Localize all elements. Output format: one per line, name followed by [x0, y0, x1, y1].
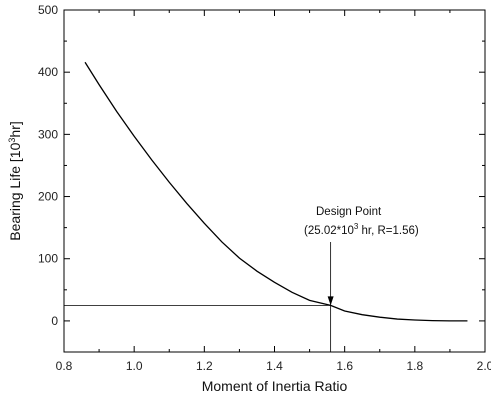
x-axis: 0.8 1.0 1.2 1.4 1.6 1.8 2.0	[56, 10, 491, 373]
x-tick-label: 1.8	[406, 359, 423, 373]
x-tick-label: 1.6	[336, 359, 353, 373]
y-tick-label: 500	[38, 3, 58, 17]
bearing-life-curve	[84, 61, 468, 322]
design-point-label: Design Point	[316, 206, 382, 218]
y-tick-label: 400	[38, 65, 58, 79]
y-tick-label: 100	[38, 252, 58, 266]
y-tick-label: 200	[38, 190, 58, 204]
x-axis-title: Moment of Inertia Ratio	[202, 378, 348, 394]
x-tick-label: 2.0	[477, 359, 491, 373]
y-tick-label: 0	[51, 314, 58, 328]
design-point-arrow	[327, 296, 334, 306]
y-axis: 0 100 200 300 400 500	[38, 3, 485, 353]
x-tick-label: 0.8	[56, 359, 73, 373]
x-tick-label: 1.0	[126, 359, 143, 373]
design-point-value: (25.02*103 hr, R=1.56)	[304, 222, 419, 237]
y-axis-title: Bearing Life [103hr]	[7, 121, 23, 240]
x-tick-label: 1.4	[266, 359, 283, 373]
y-tick-label: 300	[38, 127, 58, 141]
plot-frame	[63, 9, 486, 353]
x-tick-label: 1.2	[196, 359, 213, 373]
